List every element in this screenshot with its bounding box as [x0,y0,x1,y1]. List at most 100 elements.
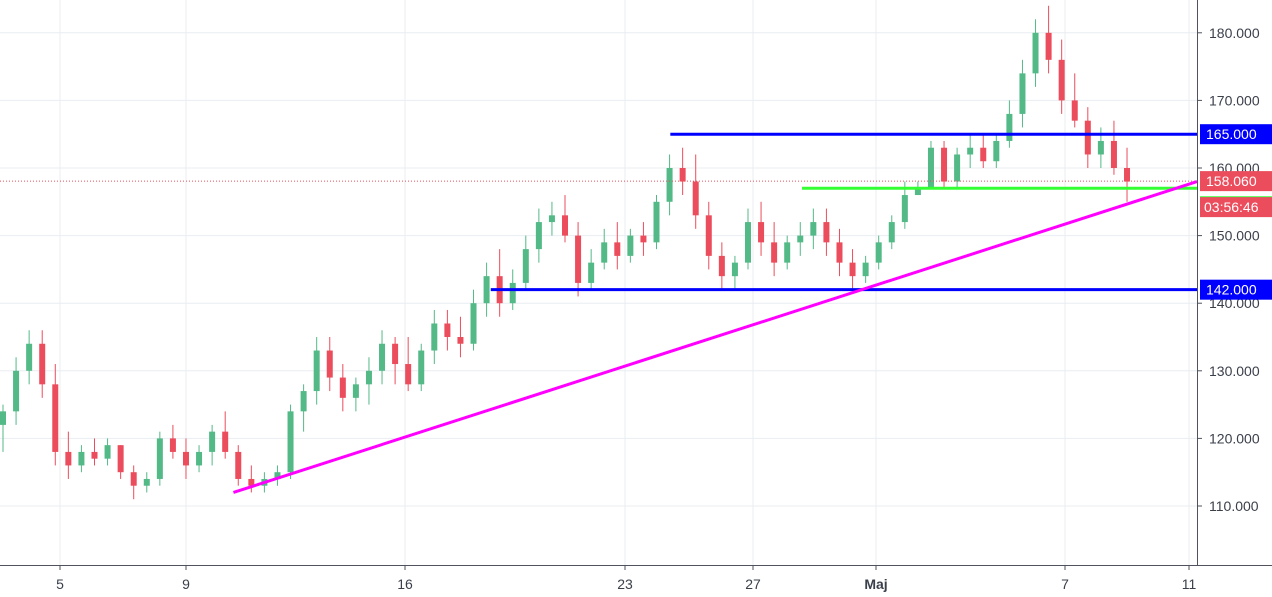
y-tick-label: 170.000 [1209,92,1260,108]
candle-body [653,201,660,243]
candle [339,364,346,412]
candle [679,147,686,196]
candle [130,465,137,500]
candle [1110,120,1117,175]
price-badge-bg [1200,279,1272,300]
candle-body [0,411,6,425]
price-badge-bg [1200,171,1272,192]
candle [614,222,621,270]
candle [731,255,738,290]
candle [1058,39,1065,114]
countdown-bg [1200,197,1272,218]
candle [91,438,98,466]
candle-body [509,282,516,304]
candle-body [26,343,33,371]
candle-body [248,478,255,486]
candle-body [52,384,59,452]
price-badge: 142.000 [1200,279,1272,300]
candle [65,431,72,479]
candle [143,472,150,493]
candle [941,140,948,189]
candle-body [588,262,595,283]
candle-body [156,438,163,479]
candle-body [117,445,124,473]
candle [522,235,529,290]
candle [862,255,869,283]
candle [287,404,294,479]
candle-body [679,168,686,182]
candle-body [784,242,791,263]
candle [104,438,111,466]
drawn-lines[interactable] [0,132,1198,494]
candle-body [823,222,830,243]
candle-body [339,377,346,398]
candle [653,195,660,250]
candle [797,222,804,256]
candle [457,316,464,358]
candle [313,337,320,405]
candle-body [1045,32,1052,60]
candle-body [758,222,765,243]
candle [771,222,778,277]
candle-body [888,222,895,243]
candle-body [1032,32,1039,74]
candle [836,228,843,277]
candle [78,445,85,473]
candle [758,201,765,256]
candle [744,208,751,270]
candle [875,235,882,270]
candle [169,424,176,459]
candle [379,330,386,385]
candle-body [431,323,438,351]
candle-body [209,431,216,452]
candle-body [392,343,399,365]
candle-body [849,262,856,277]
x-tick-label: 7 [1061,576,1069,592]
candle [601,228,608,270]
x-tick-label: 5 [56,576,64,592]
candle [405,337,412,392]
candle-body [666,168,673,202]
candle [52,364,59,466]
price-badge: 165.000 [1200,124,1272,145]
candle-body [731,262,738,277]
candle-body [967,147,974,155]
candle-body [352,384,359,398]
x-tick-label: 11 [1182,576,1197,592]
price-badge-label: 165.000 [1206,126,1257,142]
candle-body [196,451,203,466]
candle-body [692,181,699,216]
candle [823,208,830,256]
time-axis[interactable]: 5 9 16 23 27 Maj 7 11 [0,565,1272,592]
candle-body [365,370,372,385]
candle [39,330,46,398]
candle-body [718,255,725,277]
y-tick-label: 120.000 [1209,430,1260,446]
candle [365,357,372,405]
candle [705,201,712,270]
countdown-label: 03:56:46 [1204,199,1259,215]
candle-body [614,242,621,256]
candle-body [235,451,242,479]
candle-body [522,249,529,283]
candle-body [1058,59,1065,101]
candle-body [954,154,961,182]
candle [117,445,124,479]
candle-body [862,262,869,277]
trend-line[interactable] [232,180,1198,494]
y-tick-label: 110.000 [1209,498,1259,514]
candle [535,208,542,263]
candle-body [875,242,882,263]
candle-body [1071,100,1078,121]
candle-body [810,222,817,236]
y-tick-label: 150.000 [1209,228,1260,244]
candle-body [379,343,386,371]
candle-body [627,235,634,256]
candle-body [1019,73,1026,114]
candle-body [927,147,934,189]
candle [431,309,438,365]
candle-body [483,276,490,304]
candle-body [1097,140,1104,155]
